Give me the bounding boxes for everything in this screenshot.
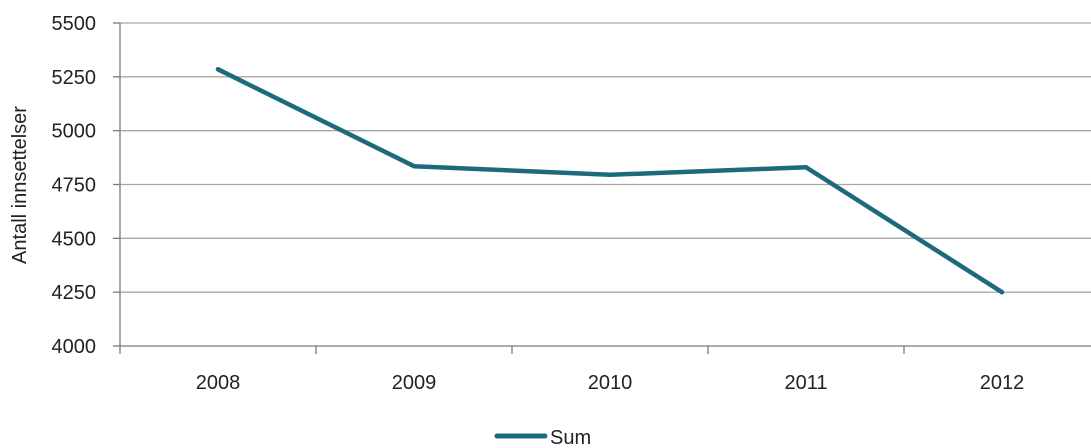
- y-tick-label-4500: 4500: [52, 228, 97, 250]
- data-point-2009: [411, 163, 417, 169]
- data-point-2011: [803, 165, 809, 170]
- y-axis-title: Antall innsettelser: [9, 106, 31, 264]
- y-tick-label-4000: 4000: [52, 336, 97, 358]
- series-lines: [215, 67, 1005, 295]
- x-tick-label-2009: 2009: [392, 372, 437, 394]
- x-tick-label-2012: 2012: [980, 372, 1025, 394]
- y-tick-labels: 4000 4250 4500 4750 5000 5250 5500: [52, 13, 97, 358]
- y-tick-label-5500: 5500: [52, 13, 97, 35]
- x-tick-label-2008: 2008: [196, 372, 241, 394]
- x-tick-label-2011: 2011: [784, 372, 827, 394]
- data-point-2012: [999, 289, 1005, 295]
- x-tick-label-2010: 2010: [588, 372, 633, 394]
- y-tick-label-4750: 4750: [52, 175, 97, 197]
- data-point-2008: [215, 67, 221, 72]
- legend-label-sum: Sum: [550, 427, 591, 448]
- series-line-sum: [215, 67, 1005, 295]
- data-point-2010: [607, 172, 613, 178]
- x-tick-labels: 2008 2009 2010 2011 2012: [196, 372, 1025, 394]
- y-tick-label-5250: 5250: [52, 67, 97, 89]
- y-tick-label-5000: 5000: [52, 121, 97, 143]
- y-tick-label-4250: 4250: [52, 282, 97, 304]
- axes: [113, 22, 1091, 354]
- legend: Sum: [494, 427, 591, 448]
- gridlines: [120, 22, 1091, 293]
